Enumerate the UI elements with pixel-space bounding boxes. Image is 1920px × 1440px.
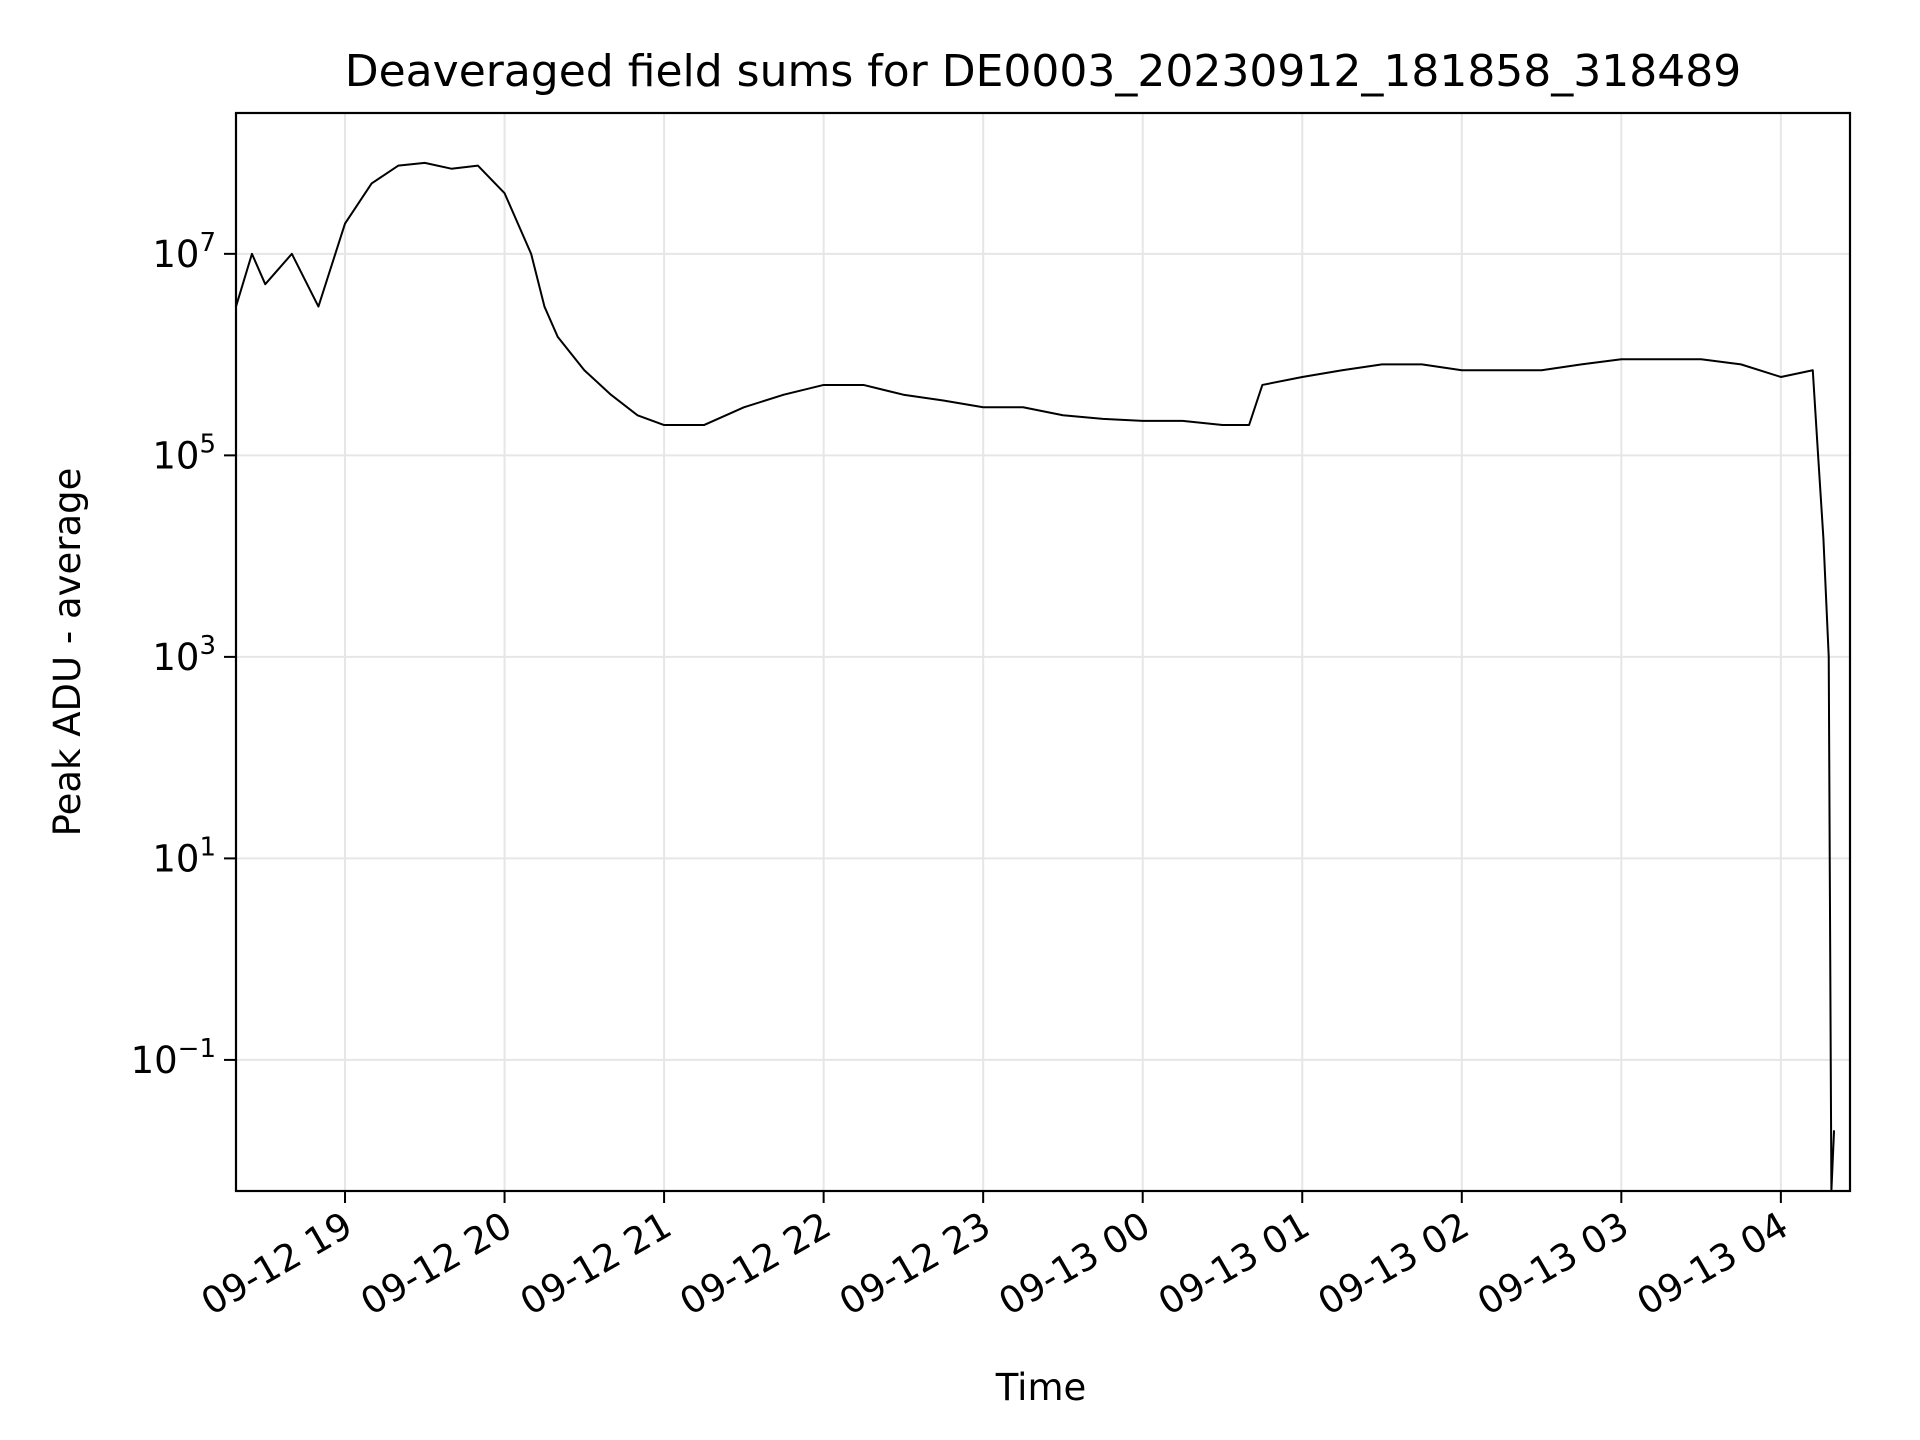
y-tick-label: 101	[152, 832, 216, 880]
grid	[236, 113, 1850, 1191]
y-tick-label: 103	[152, 631, 216, 679]
series-line	[235, 161, 1836, 1192]
y-tick-label: 10−1	[131, 1034, 216, 1082]
chart-title: Deaveraged field sums for DE0003_2023091…	[345, 46, 1742, 97]
y-axis: 10−1 101 103 105 107	[131, 228, 236, 1082]
axes-frame	[234, 111, 1852, 1193]
y-axis-label: Peak ADU - average	[46, 468, 89, 837]
x-axis-label: Time	[995, 1366, 1087, 1409]
y-tick-label: 105	[152, 429, 216, 477]
y-tick-label: 107	[152, 228, 216, 276]
plot-area	[235, 161, 1836, 1192]
